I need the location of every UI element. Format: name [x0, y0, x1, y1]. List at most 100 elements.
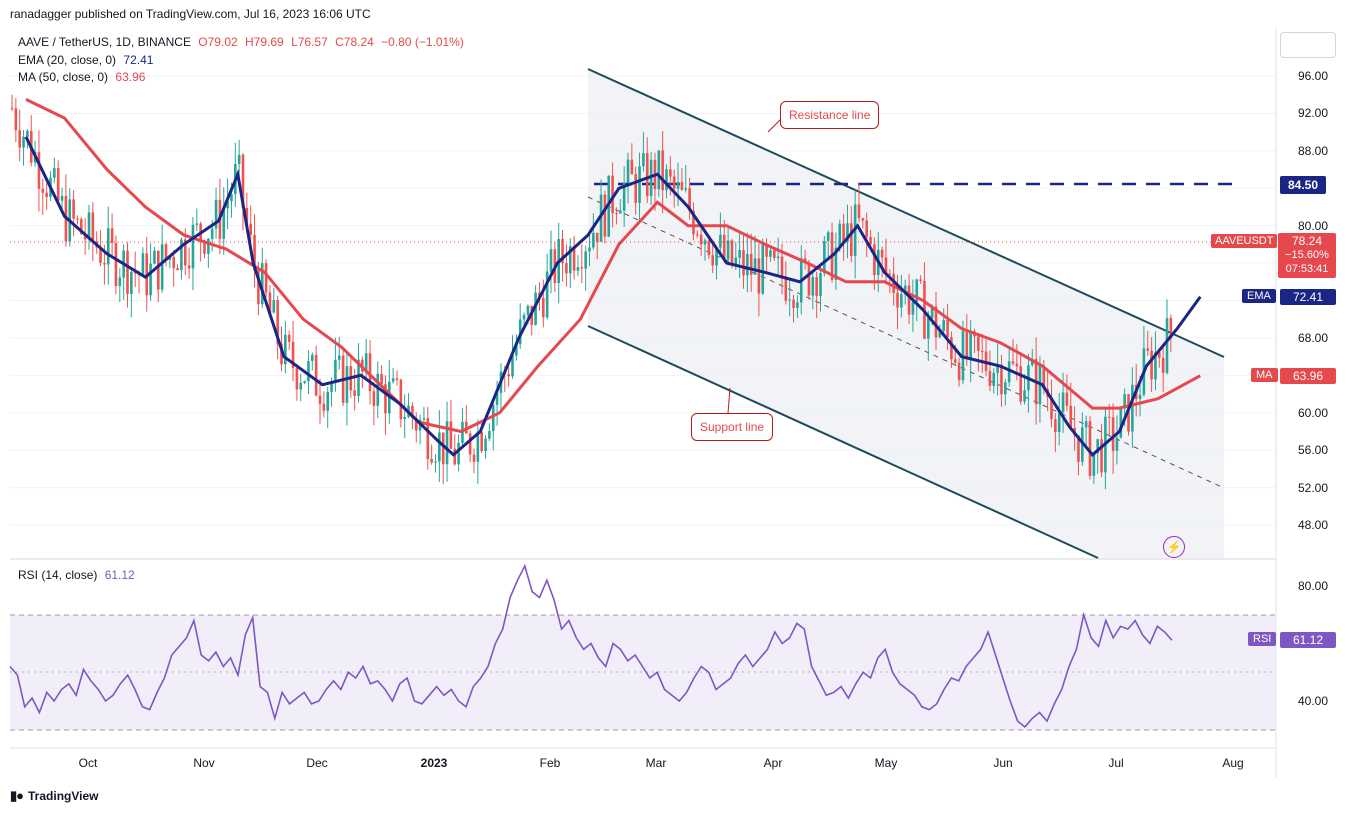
- candle-body: [399, 379, 403, 420]
- candle-body: [22, 136, 25, 148]
- candle-body: [1138, 394, 1142, 400]
- candle-body: [603, 194, 607, 237]
- candle-body: [592, 232, 595, 248]
- rsi-axis-value: 61.12: [1280, 632, 1336, 648]
- candle-body: [130, 271, 133, 294]
- candle-body: [861, 218, 865, 221]
- candle-body: [326, 392, 329, 411]
- candle-body: [1077, 435, 1080, 462]
- candle-body: [83, 233, 87, 240]
- candle-body: [26, 130, 29, 137]
- candle-body: [857, 204, 861, 219]
- candle-body: [195, 223, 199, 225]
- y-tick-label: 52.00: [1297, 481, 1328, 495]
- candle-body: [622, 182, 626, 211]
- axis-settings-button[interactable]: [1280, 32, 1336, 58]
- candle-body: [368, 353, 372, 392]
- candle-body: [676, 182, 680, 189]
- candle-body: [915, 279, 919, 302]
- candle-body: [992, 372, 996, 386]
- candle-body: [988, 370, 992, 386]
- ma-legend-label: MA (50, close, 0): [18, 70, 109, 84]
- resistance-line-annotation[interactable]: Resistance line: [780, 101, 880, 129]
- candle-body: [430, 459, 433, 463]
- candle-body: [1150, 350, 1153, 380]
- candle-body: [892, 273, 895, 293]
- candle-body: [1042, 365, 1046, 390]
- candle-body: [711, 255, 714, 266]
- rsi-line: [9, 563, 1173, 729]
- candle-body: [253, 234, 256, 271]
- candle-body: [160, 244, 164, 290]
- candle-body: [746, 253, 749, 276]
- lightning-icon[interactable]: ⚡: [1163, 536, 1185, 558]
- candle-body: [18, 130, 21, 148]
- candle-body: [688, 188, 691, 211]
- ma-axis-value: 63.96: [1280, 368, 1336, 384]
- candle-body: [1111, 417, 1115, 451]
- candle-body: [1165, 318, 1169, 373]
- y-tick-label: 88.00: [1297, 144, 1328, 158]
- candle-body: [942, 319, 945, 331]
- candle-body: [880, 249, 884, 258]
- x-tick-label: Apr: [763, 756, 783, 770]
- candle-body: [257, 270, 260, 305]
- candle-body: [45, 192, 48, 197]
- candle-body: [384, 384, 387, 414]
- y-tick-label: 68.00: [1297, 331, 1328, 345]
- candle-body: [337, 355, 341, 360]
- candle-body: [699, 234, 703, 245]
- candle-body: [784, 278, 788, 301]
- candle-body: [726, 240, 730, 260]
- candle-body: [411, 405, 414, 419]
- candle-body: [807, 262, 811, 296]
- support-annotation-pointer: [727, 387, 731, 414]
- tradingview-brand[interactable]: ▮● TradingView: [10, 788, 98, 804]
- low-value: L76.57: [291, 35, 328, 49]
- x-tick-label: Dec: [306, 756, 328, 770]
- candle-body: [757, 258, 761, 294]
- candle-body: [214, 199, 218, 229]
- candle-body: [765, 244, 768, 257]
- candle-body: [264, 263, 268, 293]
- candle-body: [703, 240, 707, 245]
- candle-body: [661, 150, 664, 191]
- candle-body: [927, 317, 930, 339]
- candle-body: [773, 250, 776, 259]
- x-tick-label: Mar: [645, 756, 667, 770]
- candle-body: [568, 246, 572, 274]
- candle-body: [811, 277, 815, 296]
- candle-body: [106, 228, 110, 265]
- candle-body: [722, 234, 726, 260]
- candle-body: [207, 238, 210, 254]
- y-tick-label: 56.00: [1297, 443, 1328, 457]
- candle-body: [103, 262, 106, 265]
- candle-body: [815, 277, 818, 297]
- candle-body: [1161, 357, 1165, 373]
- symbol-legend: AAVE / TetherUS, 1D, BINANCE O79.02 H79.…: [18, 35, 464, 49]
- candle-body: [422, 418, 426, 420]
- candle-body: [511, 355, 514, 377]
- candle-body: [37, 152, 41, 189]
- candle-body: [110, 228, 114, 244]
- candle-body: [672, 176, 676, 189]
- candle-body: [76, 218, 79, 220]
- y-tick-label: 80.00: [1297, 219, 1328, 233]
- candle-body: [449, 421, 453, 449]
- y-tick-label: 60.00: [1297, 406, 1328, 420]
- candle-body: [1154, 352, 1157, 380]
- candle-body: [692, 210, 695, 235]
- candle-body: [834, 247, 838, 280]
- y-tick-label: 96.00: [1297, 69, 1328, 83]
- candle-body: [472, 454, 476, 462]
- candle-body: [1131, 384, 1134, 432]
- candle-body: [595, 232, 599, 242]
- descending-channel-fill: [588, 69, 1224, 558]
- candle-body: [950, 337, 953, 360]
- support-line-annotation[interactable]: Support line: [691, 413, 774, 441]
- candle-body: [542, 297, 545, 318]
- candle-body: [634, 174, 637, 203]
- y-tick-label: 48.00: [1297, 518, 1328, 532]
- candle-body: [187, 265, 191, 269]
